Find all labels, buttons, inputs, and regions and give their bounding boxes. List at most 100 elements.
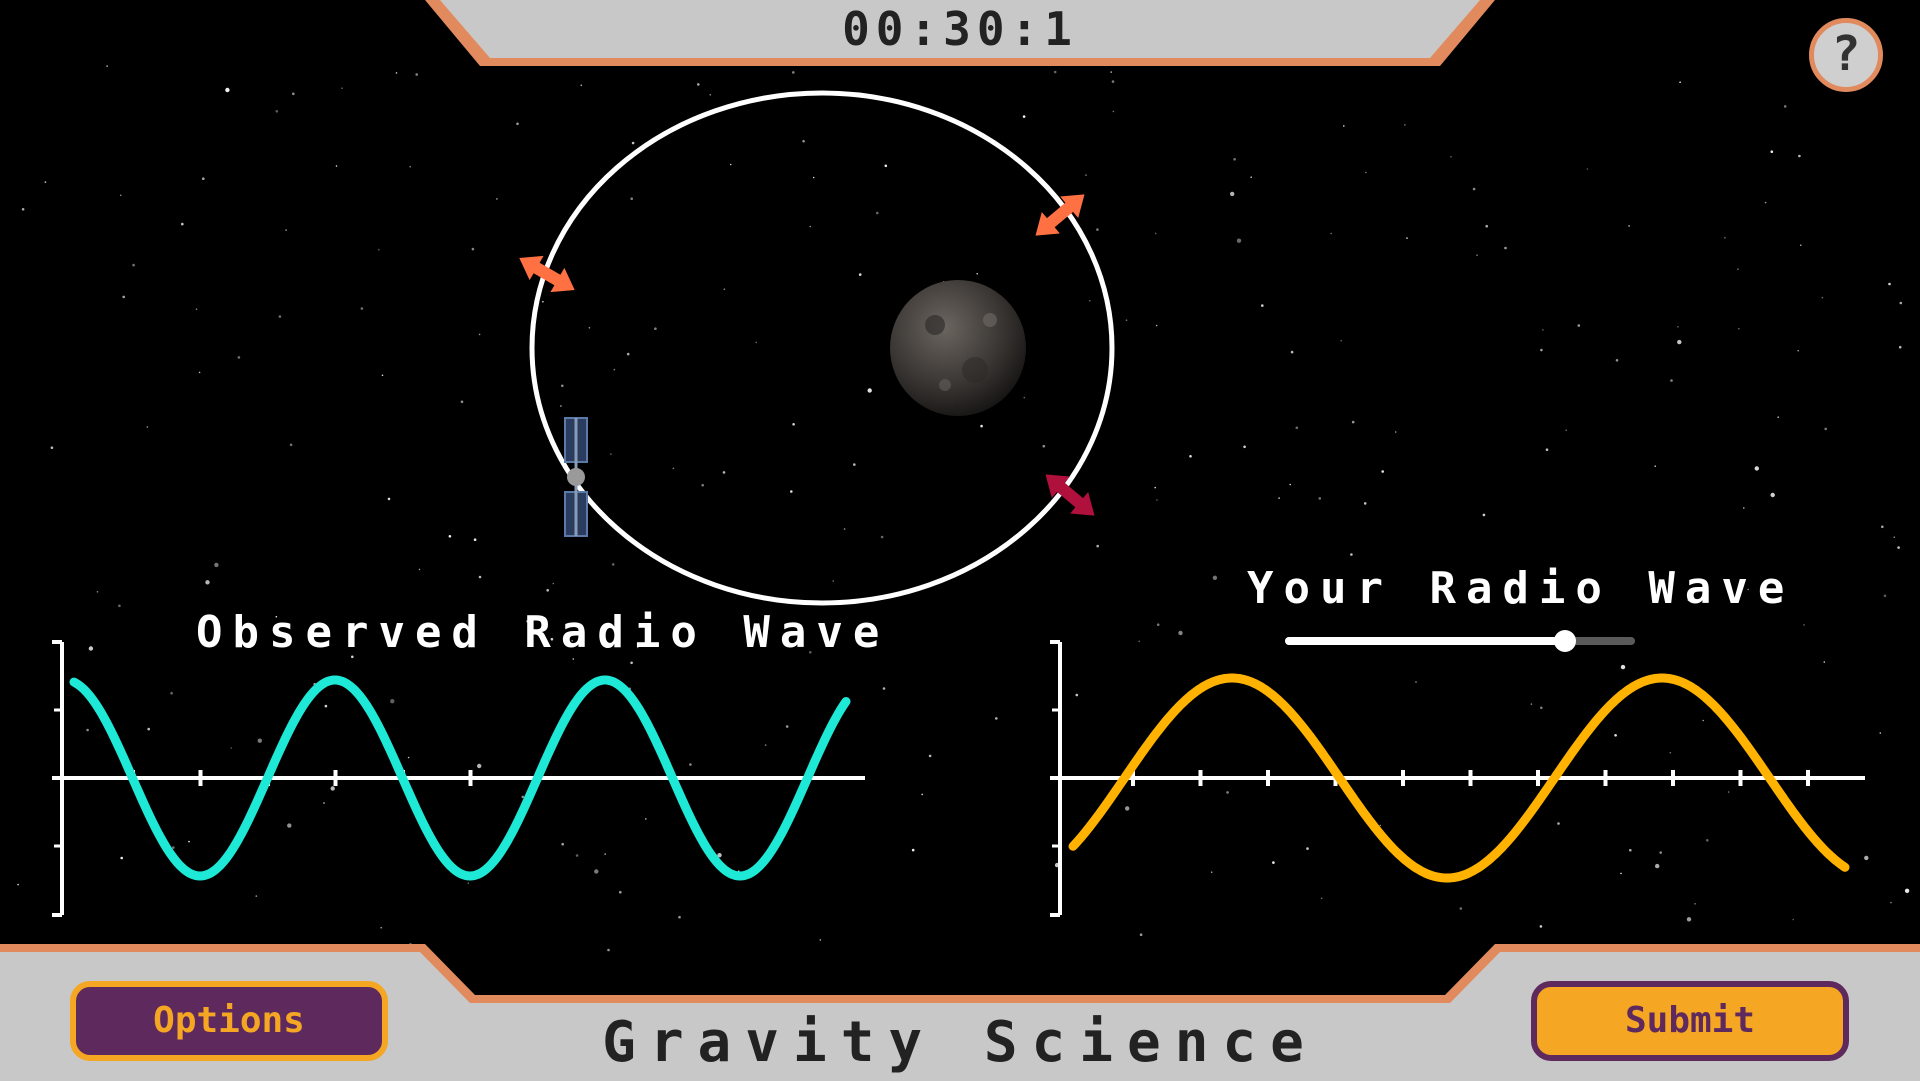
star — [1125, 319, 1128, 322]
star — [911, 848, 915, 852]
star — [843, 528, 846, 530]
star — [44, 181, 47, 183]
star — [1893, 536, 1896, 538]
star — [1320, 897, 1323, 900]
star — [809, 651, 812, 654]
star — [1799, 244, 1802, 246]
star — [575, 854, 579, 857]
star — [853, 463, 856, 466]
star — [884, 164, 888, 168]
star — [181, 222, 184, 226]
star — [1155, 324, 1158, 327]
star — [1394, 431, 1397, 433]
star — [1482, 513, 1486, 517]
star — [407, 756, 410, 759]
star — [1379, 824, 1382, 827]
star — [1897, 546, 1900, 549]
star — [214, 562, 219, 568]
star — [1340, 340, 1342, 342]
star — [561, 384, 564, 388]
asteroid-icon — [890, 280, 1026, 416]
star — [21, 208, 25, 211]
star — [132, 263, 135, 267]
star — [1530, 703, 1533, 705]
star — [147, 727, 150, 731]
wave-slider-thumb[interactable] — [1554, 630, 1576, 652]
star — [1089, 299, 1091, 302]
star — [1112, 110, 1115, 113]
star — [205, 580, 210, 585]
help-button[interactable]: ? — [1809, 18, 1883, 92]
star — [1111, 80, 1115, 83]
star — [1272, 861, 1275, 864]
star — [1365, 171, 1367, 174]
star — [580, 84, 583, 87]
star — [1724, 237, 1726, 239]
star — [1629, 848, 1632, 852]
star — [1586, 168, 1589, 170]
star — [631, 141, 635, 145]
star — [1290, 350, 1294, 354]
star — [709, 94, 712, 96]
star — [1677, 326, 1679, 328]
orbit-path — [529, 90, 1115, 606]
star — [571, 640, 573, 642]
star — [1343, 125, 1345, 127]
star — [395, 72, 398, 74]
star — [1879, 732, 1882, 734]
star — [418, 568, 421, 571]
star — [1687, 598, 1691, 602]
star — [1404, 124, 1406, 126]
star — [1042, 444, 1046, 448]
star — [1472, 187, 1476, 191]
star — [1261, 304, 1264, 307]
star — [1156, 499, 1158, 501]
star — [1706, 839, 1709, 842]
star — [876, 211, 879, 215]
star — [1289, 483, 1291, 486]
star — [1881, 525, 1884, 529]
star — [198, 371, 201, 374]
star — [521, 795, 525, 799]
star — [1236, 238, 1242, 243]
star — [50, 446, 54, 450]
star — [1250, 176, 1252, 178]
star — [1189, 455, 1192, 458]
star — [1890, 901, 1892, 904]
star — [812, 176, 815, 179]
star — [626, 352, 630, 356]
star — [1504, 246, 1507, 250]
wave-slider-fill — [1285, 637, 1565, 645]
star — [1557, 822, 1560, 825]
star — [1540, 348, 1543, 352]
submit-button[interactable]: Submit — [1531, 981, 1849, 1061]
timer-display: 00:30:1 — [842, 2, 1078, 56]
options-button[interactable]: Options — [70, 981, 388, 1061]
star — [1304, 595, 1306, 598]
star — [1823, 661, 1826, 663]
star — [378, 248, 380, 251]
star — [496, 198, 498, 200]
star — [1577, 324, 1581, 327]
star — [1233, 158, 1236, 161]
spacecraft-icon — [564, 417, 588, 537]
star — [1542, 329, 1544, 331]
wave-slider[interactable] — [1285, 630, 1635, 652]
wave-line — [69, 675, 851, 881]
star — [170, 691, 173, 695]
star — [1747, 588, 1749, 591]
orbit-arrow-icon — [1035, 194, 1085, 236]
star — [1824, 427, 1827, 431]
star — [802, 139, 805, 143]
star — [1899, 301, 1903, 305]
star — [1485, 224, 1488, 228]
star — [1783, 105, 1787, 108]
star — [1540, 706, 1543, 710]
star — [1125, 806, 1130, 811]
star — [604, 853, 606, 855]
star — [1406, 237, 1408, 239]
star — [1614, 734, 1617, 737]
star — [672, 467, 675, 470]
star — [1476, 254, 1478, 256]
